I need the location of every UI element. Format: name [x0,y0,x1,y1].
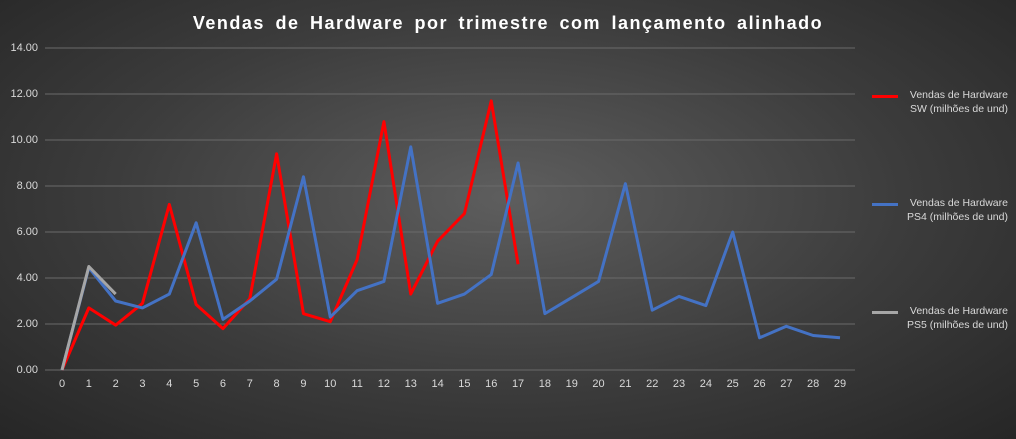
x-tick-label: 29 [834,378,846,390]
x-tick-label: 17 [512,378,524,390]
x-tick-label: 0 [59,378,65,390]
legend-label: Vendas de Hardware SW (milhões de und) [909,89,1008,115]
x-tick-label: 19 [566,378,578,390]
legend-swatch [872,311,898,314]
x-tick-label: 21 [619,378,631,390]
x-tick-label: 1 [86,378,92,390]
y-tick-label: 4.00 [17,272,38,284]
x-tick-label: 2 [113,378,119,390]
x-tick-label: 28 [807,378,819,390]
x-tick-label: 7 [247,378,253,390]
y-tick-label: 0.00 [17,364,38,376]
x-tick-label: 27 [780,378,792,390]
y-tick-label: 14.00 [10,42,38,54]
series-line [60,99,520,371]
x-tick-label: 26 [753,378,765,390]
y-tick-label: 10.00 [10,134,38,146]
x-tick-label: 14 [431,378,443,390]
x-tick-label: 9 [300,378,306,390]
x-tick-label: 24 [700,378,712,390]
chart-title: Vendas de Hardware por trimestre com lan… [193,13,823,33]
x-tick-label: 10 [324,378,336,390]
x-tick-label: 13 [405,378,417,390]
legend-swatch [872,203,898,206]
x-tick-label: 11 [351,378,362,390]
series-line [60,265,117,371]
x-tick-label: 20 [592,378,604,390]
x-tick-label: 18 [539,378,551,390]
x-tick-label: 8 [274,378,280,390]
x-tick-label: 4 [166,378,172,390]
legend-label: Vendas de Hardware PS5 (milhões de und) [907,305,1008,331]
legend-label: Vendas de Hardware PS4 (milhões de und) [907,197,1008,223]
y-tick-label: 8.00 [17,180,38,192]
x-tick-label: 3 [139,378,145,390]
series-line [60,145,841,371]
y-tick-label: 12.00 [10,88,38,100]
x-tick-label: 23 [673,378,685,390]
x-tick-label: 5 [193,378,199,390]
y-tick-label: 2.00 [17,318,38,330]
x-tick-label: 6 [220,378,226,390]
x-tick-label: 16 [485,378,497,390]
x-tick-label: 12 [378,378,390,390]
x-tick-label: 15 [458,378,470,390]
y-tick-label: 6.00 [17,226,38,238]
legend-swatch [872,95,898,98]
x-tick-label: 22 [646,378,658,390]
x-tick-label: 25 [727,378,739,390]
